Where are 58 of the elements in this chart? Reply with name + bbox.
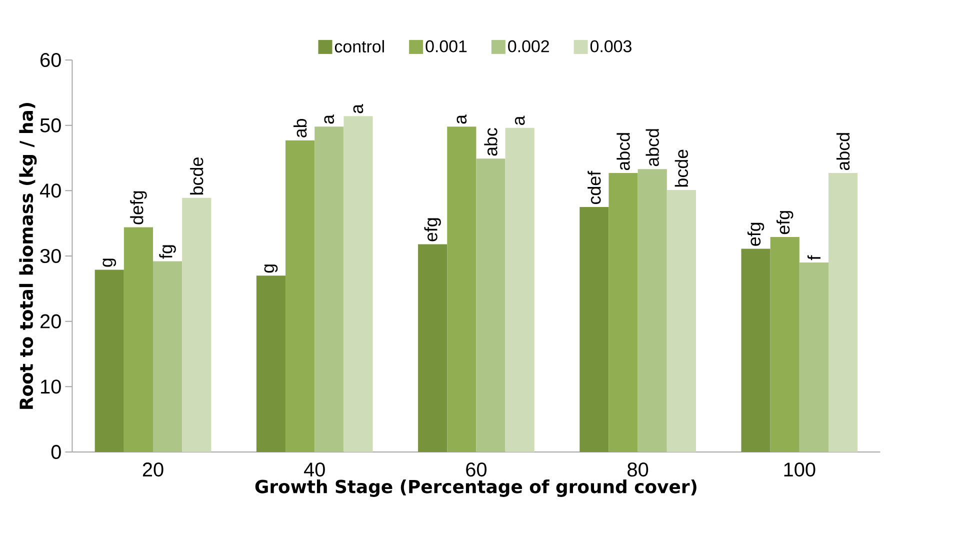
annotation: ab <box>293 118 307 138</box>
annotation: a <box>514 116 525 125</box>
bar <box>770 237 800 452</box>
legend-label: 0.002 <box>508 40 549 52</box>
y-tick-label: 20 <box>40 314 61 328</box>
annotation: a <box>353 104 364 114</box>
annotation: abcd <box>836 133 850 170</box>
bar <box>799 262 828 452</box>
bar <box>505 128 534 452</box>
bar <box>124 227 154 452</box>
x-tick-label: 60 <box>466 462 486 477</box>
bar <box>666 190 696 452</box>
annotation: bcde <box>190 158 204 194</box>
bar <box>638 169 667 452</box>
bar <box>741 248 770 452</box>
bar <box>476 158 506 452</box>
y-tick-label: 40 <box>40 184 61 198</box>
annotation: abcd <box>616 133 630 170</box>
y-tick-label: 30 <box>40 248 61 264</box>
annotation: defg <box>130 191 147 224</box>
bar <box>153 261 182 452</box>
bar <box>580 206 609 452</box>
bar <box>256 276 286 452</box>
bar <box>447 126 476 452</box>
x-tick-label: 100 <box>784 462 816 477</box>
legend-label: 0.001 <box>426 40 467 52</box>
x-axis-title: Growth Stage (Percentage of ground cover) <box>255 479 696 497</box>
y-tick-label: 60 <box>40 52 61 68</box>
annotation: fg <box>159 245 176 259</box>
annotation: abc <box>484 128 498 156</box>
y-tick-label: 0 <box>51 444 61 460</box>
bar <box>286 140 315 452</box>
annotation: efg <box>424 218 441 242</box>
annotation: a <box>456 114 467 124</box>
annotation: efg <box>776 211 794 234</box>
annotation: g <box>264 264 278 273</box>
annotation: f <box>807 255 820 260</box>
annotation: a <box>324 114 334 124</box>
bar <box>608 173 638 452</box>
x-tick-label: 80 <box>628 462 648 477</box>
bar <box>828 173 858 452</box>
bar <box>418 244 448 452</box>
annotation: efg <box>747 222 764 246</box>
y-tick-label: 50 <box>40 118 61 132</box>
annotation: g <box>102 258 116 267</box>
x-tick-label: 20 <box>142 462 164 477</box>
y-axis-title: Root to total biomass (kg / ha) <box>19 102 37 409</box>
annotation: bcde <box>674 150 688 187</box>
legend-label: control <box>334 40 384 53</box>
x-tick-label: 40 <box>304 462 325 477</box>
annotation: abcd <box>646 129 659 166</box>
legend-label: 0.003 <box>590 40 632 52</box>
y-tick-label: 10 <box>41 380 61 394</box>
bar <box>344 116 373 452</box>
bar <box>94 270 124 452</box>
bar <box>182 198 212 452</box>
bar <box>314 126 344 452</box>
annotation: cdef <box>588 170 601 204</box>
